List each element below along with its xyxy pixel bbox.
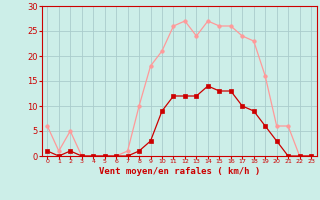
X-axis label: Vent moyen/en rafales ( km/h ): Vent moyen/en rafales ( km/h ) [99,167,260,176]
